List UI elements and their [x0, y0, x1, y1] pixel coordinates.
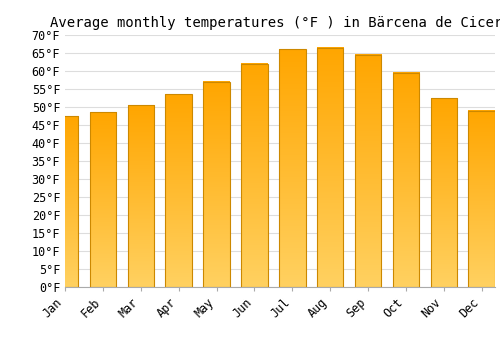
Bar	[392, 73, 419, 287]
Bar	[355, 55, 382, 287]
Bar	[90, 112, 116, 287]
Bar	[128, 105, 154, 287]
Bar	[241, 64, 268, 287]
Bar	[317, 48, 344, 287]
Bar	[204, 82, 230, 287]
Bar	[52, 116, 78, 287]
Bar	[468, 111, 495, 287]
Title: Average monthly temperatures (°F ) in Bärcena de Cicero: Average monthly temperatures (°F ) in Bä…	[50, 16, 500, 30]
Bar	[430, 98, 457, 287]
Bar	[279, 49, 305, 287]
Bar	[166, 94, 192, 287]
